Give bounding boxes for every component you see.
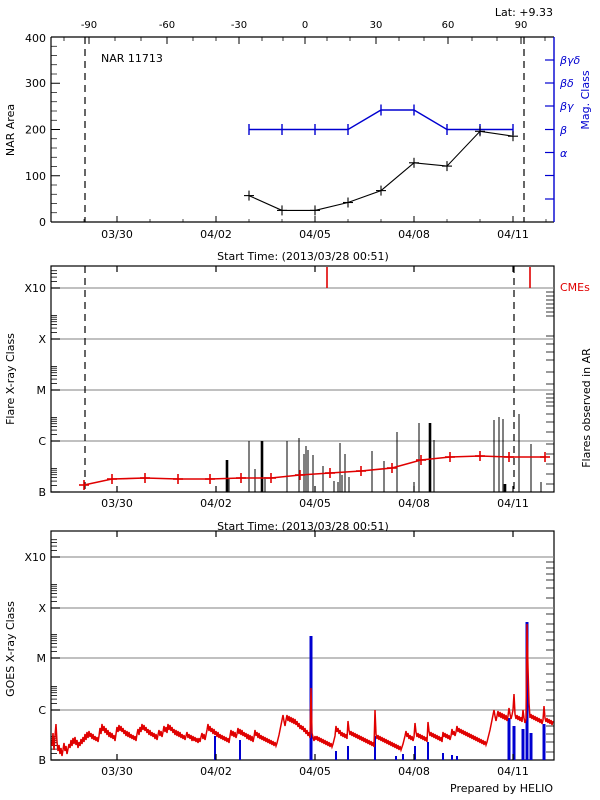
x-tick-label: 04/05: [299, 228, 331, 241]
right-axis-title: Flares observed in AR: [580, 348, 593, 468]
x-tick-label: 03/30: [101, 228, 133, 241]
y-tick-label: M: [37, 652, 47, 665]
mag-class-markers: [248, 104, 514, 135]
y-axis-ticks: [51, 556, 60, 761]
gridlines: [51, 287, 554, 442]
y-tick-label: X10: [24, 551, 46, 564]
plot-frame: [50, 530, 555, 761]
top-axis-minor-ticks: [63, 37, 546, 41]
nar-area-svg: Lat: +9.33 -90 -60 -30 0 30 60 90: [4, 6, 592, 241]
y-tick-label: B: [38, 486, 46, 499]
flare-xray-svg: Start Time: (2013/03/28 00:51): [4, 250, 593, 510]
nar-area-panel: Lat: +9.33 -90 -60 -30 0 30 60 90: [0, 0, 600, 248]
x-tick-label: 04/11: [497, 497, 529, 510]
y-tick-label: B: [38, 754, 46, 767]
mag-class-label: βγ: [559, 100, 574, 113]
x-tick-label: 03/30: [101, 497, 133, 510]
goes-xray-svg: Start Time: (2013/03/28 00:51): [4, 520, 555, 795]
y-axis-ticks: [51, 287, 60, 493]
y-tick-label: 100: [25, 170, 46, 183]
y-tick-label: X: [38, 602, 46, 615]
mag-class-label: β: [559, 124, 567, 137]
gridlines: [51, 556, 554, 711]
cme-markers: [326, 267, 531, 288]
right-axis-ticks: [546, 561, 554, 753]
mag-class-label: βδ: [559, 77, 574, 90]
x-axis-ticks: [116, 266, 514, 492]
plot-frame: [50, 265, 555, 493]
top-tick-label: 30: [370, 20, 383, 31]
y-axis-title: NAR Area: [4, 104, 17, 156]
nar-area-series: [248, 130, 514, 211]
x-tick-label: 04/08: [398, 497, 430, 510]
top-tick-label: 90: [515, 20, 528, 31]
goes-xray-panel: Start Time: (2013/03/28 00:51): [0, 518, 600, 800]
right-axis-ticks: [546, 291, 554, 485]
top-tick-label: -30: [231, 20, 247, 31]
top-tick-label: 0: [302, 20, 308, 31]
y-tick-label: 200: [25, 124, 46, 137]
bottom-axis-minor-ticks: [83, 219, 547, 222]
flare-xray-panel: Start Time: (2013/03/28 00:51): [0, 248, 600, 518]
x-tick-label: 04/08: [398, 228, 430, 241]
y-tick-label: C: [38, 704, 46, 717]
top-tick-label: -90: [81, 20, 97, 31]
x-tick-label: 04/11: [497, 765, 529, 778]
cme-label: CMEs: [560, 281, 590, 294]
x-tick-label: 03/30: [101, 765, 133, 778]
x-tick-label: 04/05: [299, 765, 331, 778]
y-tick-label: M: [37, 384, 47, 397]
y-axis-title: Flare X-ray Class: [4, 333, 17, 425]
page-title: NAR 11713: [101, 52, 163, 65]
y-tick-label: 0: [39, 216, 46, 229]
mag-class-axis-title: Mag. Class: [579, 70, 592, 129]
y-tick-label: 400: [25, 32, 46, 45]
flare-start-time-label: Start Time: (2013/03/28 00:51): [217, 250, 389, 263]
nar-area-markers: [244, 126, 518, 216]
goes-flux-series: [51, 623, 554, 757]
y-axis-ticks: [51, 36, 60, 223]
flare-trend-markers: [79, 451, 550, 490]
y-axis-minor-ticks: [51, 539, 57, 755]
y-axis-minor-ticks: [51, 270, 57, 487]
top-tick-label: -60: [159, 20, 175, 31]
y-axis-minor-ticks: [51, 45, 57, 214]
y-tick-label: C: [38, 435, 46, 448]
x-tick-label: 04/08: [398, 765, 430, 778]
flare-bars: [225, 414, 542, 492]
top-tick-label: 60: [442, 20, 455, 31]
mag-class-ticks: [545, 59, 554, 200]
bottom-axis-ticks: [116, 216, 514, 222]
mag-class-label: βγδ: [559, 54, 581, 67]
y-tick-label: X10: [24, 282, 46, 295]
top-axis-ticks: [88, 37, 522, 44]
x-tick-label: 04/05: [299, 497, 331, 510]
latitude-label: Lat: +9.33: [495, 6, 553, 19]
y-axis-title: GOES X-ray Class: [4, 601, 17, 697]
flare-trend-series: [83, 455, 545, 486]
x-tick-label: 04/11: [497, 228, 529, 241]
x-axis-ticks: [116, 531, 514, 760]
mag-class-label: α: [560, 147, 568, 160]
goes-start-time-label: Start Time: (2013/03/28 00:51): [217, 520, 389, 533]
x-tick-label: 04/02: [200, 228, 232, 241]
credit-label: Prepared by HELIO: [450, 782, 553, 795]
x-tick-label: 04/02: [200, 497, 232, 510]
y-tick-label: 300: [25, 77, 46, 90]
y-tick-label: X: [38, 333, 46, 346]
x-tick-label: 04/02: [200, 765, 232, 778]
